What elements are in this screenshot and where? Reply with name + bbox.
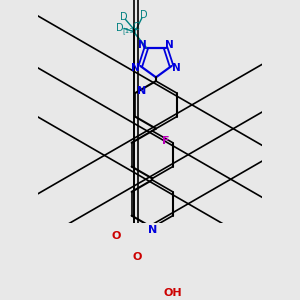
Text: N: N <box>172 62 181 73</box>
Text: [13]: [13] <box>123 27 137 34</box>
Text: F: F <box>162 136 169 146</box>
Text: N: N <box>165 40 174 50</box>
Text: C: C <box>133 22 139 32</box>
Text: N: N <box>131 62 140 73</box>
Text: N: N <box>137 86 146 96</box>
Text: N: N <box>138 40 147 50</box>
Text: O: O <box>133 252 142 262</box>
Text: OH: OH <box>164 287 182 298</box>
Text: N: N <box>148 225 158 235</box>
Text: D: D <box>120 11 128 22</box>
Text: D: D <box>116 23 123 33</box>
Text: O: O <box>112 232 121 242</box>
Text: D: D <box>140 10 147 20</box>
